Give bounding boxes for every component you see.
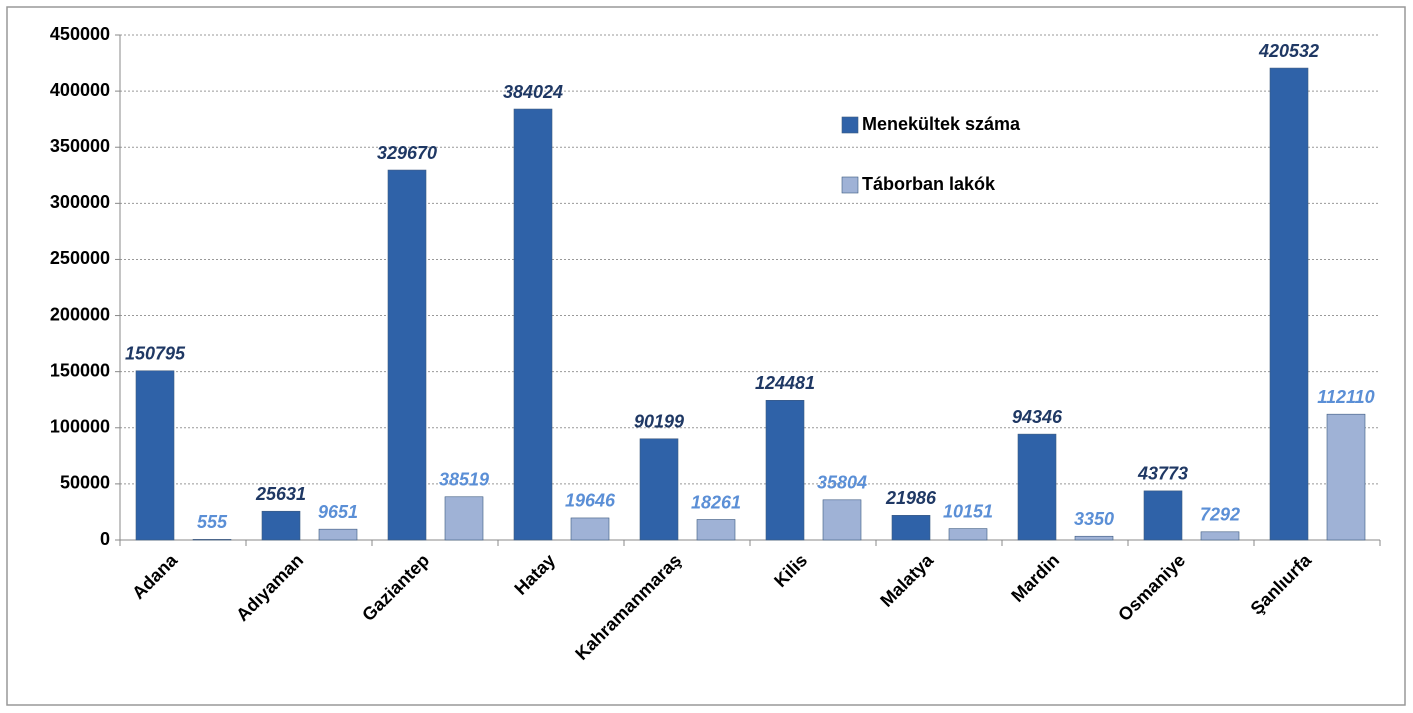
y-tick-label: 100000 [50,417,110,437]
bar [891,515,931,541]
bar [444,496,484,541]
legend-label: Táborban lakók [862,174,996,194]
data-label: 384024 [503,82,563,102]
bar [1017,433,1057,541]
data-label: 9651 [318,502,358,522]
bar [696,519,736,541]
data-label: 3350 [1074,509,1114,529]
data-label: 19646 [565,491,616,511]
bar [513,108,553,541]
data-label: 124481 [755,373,815,393]
data-label: 7292 [1200,505,1240,525]
data-label: 94346 [1012,407,1063,427]
data-label: 112110 [1317,387,1374,407]
data-label: 10151 [943,501,993,521]
data-label: 25631 [255,484,306,504]
legend-swatch [841,176,859,194]
bar [570,517,610,541]
bar [1200,531,1240,541]
data-label: 420532 [1258,41,1319,61]
y-tick-label: 50000 [60,473,110,493]
y-tick-label: 200000 [50,304,110,324]
y-tick-label: 300000 [50,192,110,212]
y-tick-label: 250000 [50,248,110,268]
chart-frame [6,6,1406,706]
legend-swatch [841,116,859,134]
bar [1143,490,1183,541]
y-tick-label: 150000 [50,360,110,380]
data-label: 35804 [817,473,867,493]
y-tick-label: 400000 [50,80,110,100]
legend-label: Menekültek száma [862,114,1021,134]
data-label: 150795 [125,344,186,364]
bar [1074,535,1114,541]
bar [765,400,805,541]
bar [135,370,175,541]
y-tick-label: 350000 [50,136,110,156]
data-label: 90199 [634,412,684,432]
bar [318,528,358,541]
bar [948,528,988,541]
bar [639,438,679,541]
data-label: 329670 [377,143,437,163]
data-label: 555 [197,512,228,532]
y-tick-label: 0 [100,529,110,549]
bar [1326,413,1366,541]
bar [387,169,427,541]
y-tick-label: 450000 [50,24,110,44]
data-label: 21986 [885,488,937,508]
bar [192,539,232,541]
bar [1269,67,1309,541]
data-label: 38519 [439,470,489,490]
data-label: 18261 [691,492,741,512]
bar [261,510,301,541]
bar [822,499,862,541]
data-label: 43773 [1137,464,1188,484]
